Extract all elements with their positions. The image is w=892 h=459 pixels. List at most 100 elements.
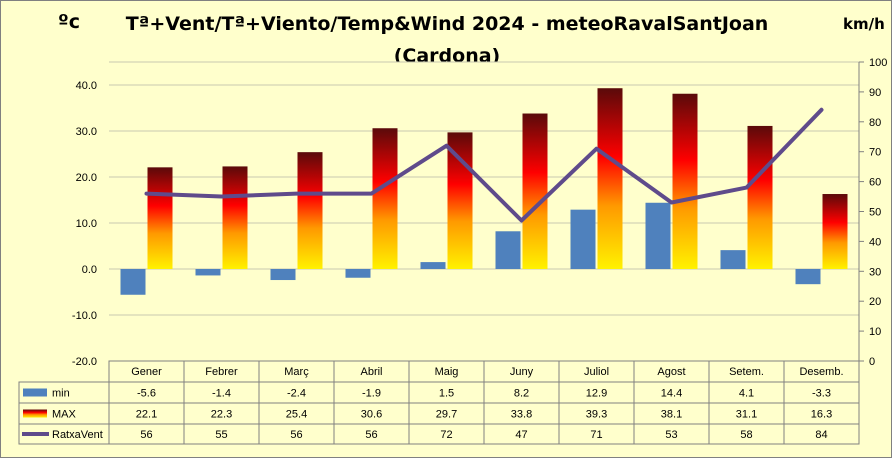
data-table-cell: -1.4 [212, 388, 231, 400]
legend-key-max [23, 409, 47, 418]
ratxavent-point [145, 192, 148, 196]
data-table-cell: 39.3 [586, 409, 607, 421]
y-tick-left: -20.0 [72, 356, 97, 368]
y-tick-left: 10.0 [76, 218, 97, 230]
data-table-cell: 12.9 [586, 388, 607, 400]
data-table-cell: 22.3 [211, 409, 232, 421]
ratxavent-point [220, 195, 223, 199]
min-bar [345, 269, 371, 278]
min-bar [720, 250, 746, 269]
category-label: Març [284, 366, 309, 378]
category-label: Agost [657, 366, 685, 378]
max-bar [672, 93, 698, 270]
data-table-cell: 58 [740, 429, 752, 441]
y-tick-right: 100 [869, 57, 887, 69]
category-label: Juliol [584, 366, 609, 378]
min-bar [195, 269, 221, 276]
data-table-cell: 29.7 [436, 409, 457, 421]
max-bar [372, 128, 398, 269]
data-table-cell: -3.3 [812, 388, 831, 400]
data-table-cell: -2.4 [287, 388, 306, 400]
data-table-cell: 56 [365, 429, 377, 441]
plot-area [109, 62, 859, 361]
data-table-cell: 56 [140, 429, 152, 441]
data-table-cell: 31.1 [736, 409, 757, 421]
min-bar [270, 269, 296, 281]
data-table-cell: 71 [590, 429, 602, 441]
data-table-cell: 30.6 [361, 409, 382, 421]
legend-key-min [23, 388, 47, 397]
max-bar [222, 166, 248, 269]
data-table-cell: 72 [440, 429, 452, 441]
min-bar [570, 209, 596, 269]
min-bar [120, 269, 146, 295]
data-table-cell: 22.1 [136, 409, 157, 421]
max-bar [447, 132, 473, 269]
data-table-cell: 33.8 [511, 409, 532, 421]
data-table-cell: 47 [515, 429, 527, 441]
y-tick-left: -10.0 [72, 310, 97, 322]
chart-title: Tª+Vent/Tª+Viento/Temp&Wind 2024 - meteo… [125, 13, 769, 35]
y-tick-right: 80 [869, 117, 881, 129]
ratxavent-line [144, 107, 824, 223]
y-tick-right: 50 [869, 207, 881, 219]
max-bar [597, 88, 623, 269]
data-table-cell: 38.1 [661, 409, 682, 421]
max-bar [522, 113, 548, 270]
y-tick-left: 0.0 [82, 264, 97, 276]
data-table-cell: 56 [290, 429, 302, 441]
min-bar [420, 262, 446, 269]
ratxavent-point [820, 108, 823, 112]
category-label: Setem. [729, 366, 764, 378]
y-axis-right-unit: km/h [843, 15, 885, 33]
y-tick-right: 20 [869, 296, 881, 308]
data-table-cell: -5.6 [137, 388, 156, 400]
y-tick-right: 70 [869, 147, 881, 159]
y-tick-left: 30.0 [76, 126, 97, 138]
ratxavent-point [670, 201, 673, 205]
ratxavent-point [295, 192, 298, 196]
y-tick-left: 20.0 [76, 172, 97, 184]
legend-label: RatxaVent [52, 429, 103, 441]
data-table-cell: 8.2 [514, 388, 529, 400]
data-table-cell: 16.3 [811, 409, 832, 421]
min-bar [645, 202, 671, 269]
category-label: Maig [435, 366, 459, 378]
category-label: Abril [360, 366, 382, 378]
data-table-cell: 53 [665, 429, 677, 441]
data-table-cell: -1.9 [362, 388, 381, 400]
y-tick-right: 10 [869, 326, 881, 338]
category-label: Juny [510, 366, 534, 378]
legend-label: MAX [52, 409, 77, 421]
ratxavent-point [520, 218, 523, 222]
ratxavent-point [745, 186, 748, 190]
ratxavent-point [445, 144, 448, 148]
data-table-cell: 14.4 [661, 388, 682, 400]
max-bar [147, 167, 173, 269]
ratxavent-point [595, 147, 598, 151]
max-bar [747, 125, 773, 269]
y-tick-right: 0 [869, 356, 875, 368]
data-table-cell: 25.4 [286, 409, 307, 421]
y-tick-right: 60 [869, 177, 881, 189]
min-bar [795, 269, 821, 285]
data-table-cell: 84 [815, 429, 827, 441]
y-tick-left: 40.0 [76, 80, 97, 92]
legend-label: min [52, 388, 70, 400]
ratxavent-point [370, 192, 373, 196]
y-tick-right: 30 [869, 266, 881, 278]
category-label: Desemb. [799, 366, 843, 378]
data-table-cell: 1.5 [439, 388, 454, 400]
y-tick-right: 90 [869, 87, 881, 99]
min-bar [495, 231, 521, 269]
data-table-cell: 55 [215, 429, 227, 441]
max-bar [822, 194, 848, 269]
y-axis-left-unit: ºc [58, 11, 80, 33]
category-label: Febrer [205, 366, 238, 378]
max-bar [297, 152, 323, 269]
data-table-cell: 4.1 [739, 388, 754, 400]
category-label: Gener [131, 366, 162, 378]
y-tick-right: 40 [869, 236, 881, 248]
